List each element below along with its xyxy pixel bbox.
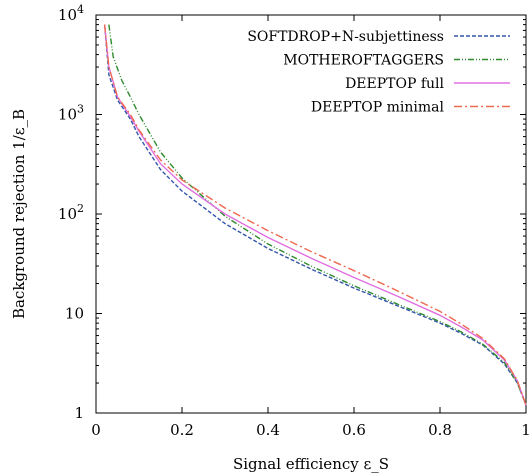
- series-line-3: [103, 24, 527, 406]
- y-tick-exponent: 4: [77, 3, 84, 16]
- y-tick-exponent: 3: [77, 103, 84, 116]
- y-tick-base: 10: [58, 106, 77, 124]
- x-tick-label: 1: [521, 421, 531, 439]
- legend-label: DEEPTOP minimal: [311, 100, 445, 116]
- y-axis-label: Background rejection 1/ε_B: [10, 109, 28, 319]
- series-line-4: [103, 24, 527, 406]
- axis-ticks: [95, 14, 527, 414]
- series-line-2: [108, 24, 527, 406]
- legend-label: MOTHEROFTAGGERS: [283, 53, 444, 69]
- y-tick-label: 1: [74, 404, 84, 422]
- y-tick-exponent: 2: [77, 202, 84, 215]
- x-tick-label: 0.2: [170, 421, 194, 439]
- series-line-1: [103, 24, 527, 406]
- legend-label: SOFTDROP+N-subjettiness: [247, 29, 444, 45]
- y-tick-label: 10: [65, 305, 84, 323]
- series-lines: [103, 24, 527, 406]
- x-tick-label: 0.6: [342, 421, 366, 439]
- plot-frame: [95, 14, 527, 414]
- y-tick-label: 103: [58, 103, 84, 124]
- y-tick-label: 102: [58, 202, 84, 223]
- x-axis-label: Signal efficiency ε_S: [233, 455, 389, 473]
- x-tick-labels: 0 0.2 0.4 0.6 0.8 1: [91, 421, 531, 439]
- x-tick-label: 0.4: [256, 421, 280, 439]
- legend: SOFTDROP+N-subjettiness MOTHEROFTAGGERS DE…: [247, 29, 510, 116]
- x-tick-label: 0.8: [428, 421, 452, 439]
- y-tick-base: 10: [58, 205, 77, 223]
- legend-label: DEEPTOP full: [345, 76, 444, 92]
- y-tick-label: 104: [58, 3, 84, 24]
- y-tick-base: 10: [58, 6, 77, 24]
- x-tick-label: 0: [91, 421, 101, 439]
